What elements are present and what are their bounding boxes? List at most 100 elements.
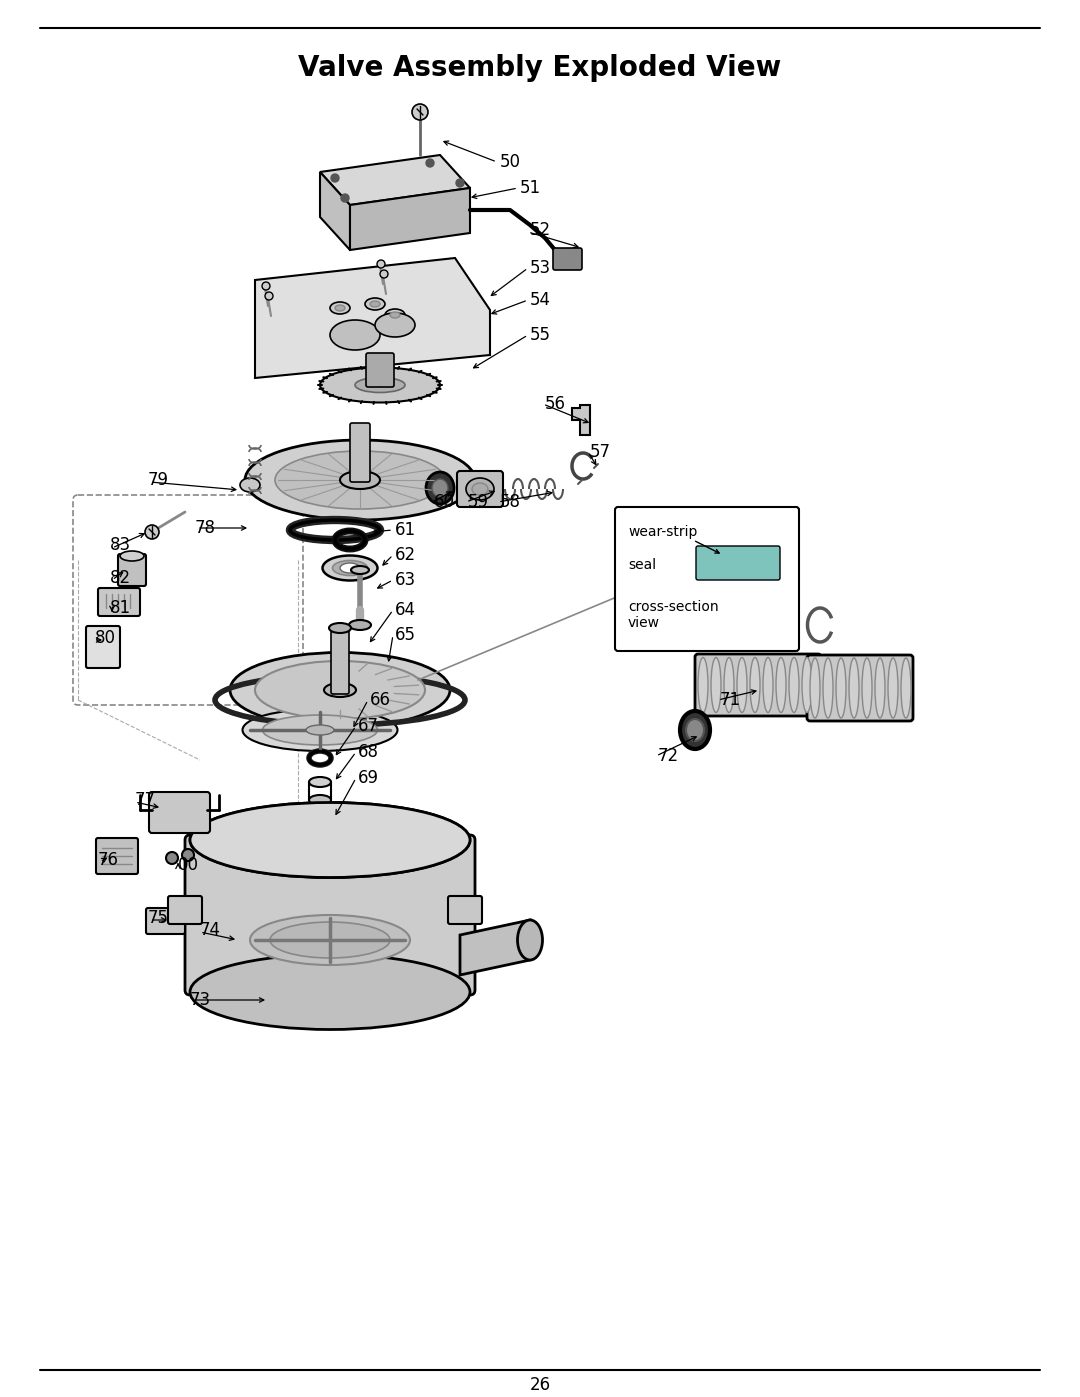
FancyBboxPatch shape (96, 838, 138, 875)
Ellipse shape (190, 954, 470, 1030)
Text: 26: 26 (529, 1376, 551, 1394)
Ellipse shape (849, 658, 859, 718)
Ellipse shape (823, 658, 833, 718)
Ellipse shape (351, 566, 369, 574)
Circle shape (262, 282, 270, 291)
Ellipse shape (472, 483, 488, 495)
FancyBboxPatch shape (457, 471, 503, 507)
FancyBboxPatch shape (553, 249, 582, 270)
Ellipse shape (680, 711, 710, 749)
Text: 54: 54 (530, 291, 551, 309)
Text: 68: 68 (357, 743, 379, 761)
FancyBboxPatch shape (350, 423, 370, 482)
Ellipse shape (335, 305, 345, 312)
Polygon shape (320, 172, 350, 250)
Ellipse shape (255, 661, 426, 719)
Text: 67: 67 (357, 717, 379, 735)
Ellipse shape (309, 795, 330, 805)
Ellipse shape (306, 725, 334, 735)
Text: 57: 57 (590, 443, 611, 461)
Text: 53: 53 (530, 258, 551, 277)
Text: 61: 61 (395, 521, 416, 539)
Text: 73: 73 (190, 990, 211, 1009)
FancyBboxPatch shape (615, 507, 799, 651)
Circle shape (456, 179, 464, 187)
Text: 60: 60 (434, 493, 455, 511)
Polygon shape (572, 405, 590, 434)
Ellipse shape (750, 658, 760, 712)
Circle shape (411, 103, 428, 120)
FancyBboxPatch shape (118, 555, 146, 585)
Circle shape (380, 270, 388, 278)
FancyBboxPatch shape (168, 895, 202, 923)
Circle shape (183, 849, 194, 861)
Ellipse shape (370, 300, 380, 307)
Ellipse shape (190, 802, 470, 877)
Circle shape (341, 194, 349, 203)
Circle shape (377, 260, 384, 268)
Text: 55: 55 (530, 326, 551, 344)
FancyBboxPatch shape (448, 895, 482, 923)
Ellipse shape (686, 719, 704, 740)
Ellipse shape (190, 802, 470, 877)
Ellipse shape (329, 623, 351, 633)
Ellipse shape (320, 367, 440, 402)
Ellipse shape (365, 298, 384, 310)
Ellipse shape (340, 563, 360, 573)
Ellipse shape (262, 715, 378, 745)
Ellipse shape (330, 302, 350, 314)
Circle shape (166, 852, 178, 863)
Ellipse shape (375, 313, 415, 337)
FancyBboxPatch shape (696, 546, 780, 580)
Ellipse shape (426, 472, 454, 504)
FancyBboxPatch shape (146, 908, 185, 935)
Ellipse shape (270, 922, 390, 958)
Ellipse shape (737, 658, 747, 712)
FancyBboxPatch shape (330, 629, 349, 694)
Ellipse shape (349, 620, 372, 630)
Ellipse shape (355, 377, 405, 393)
FancyBboxPatch shape (86, 626, 120, 668)
Polygon shape (350, 189, 470, 250)
Text: 76: 76 (98, 851, 119, 869)
Text: 58: 58 (500, 493, 521, 511)
FancyBboxPatch shape (696, 654, 821, 717)
FancyBboxPatch shape (98, 588, 140, 616)
Text: 75: 75 (148, 909, 168, 928)
Text: 81: 81 (110, 599, 131, 617)
FancyBboxPatch shape (149, 792, 210, 833)
Ellipse shape (465, 478, 494, 500)
Ellipse shape (724, 658, 734, 712)
Text: 50: 50 (500, 154, 521, 170)
Ellipse shape (324, 683, 356, 697)
Ellipse shape (333, 560, 367, 576)
Text: 71: 71 (720, 692, 741, 710)
Ellipse shape (249, 915, 410, 965)
Text: 64: 64 (395, 601, 416, 619)
Ellipse shape (875, 658, 885, 718)
Text: 69: 69 (357, 768, 379, 787)
Circle shape (265, 292, 273, 300)
Text: 00: 00 (178, 856, 199, 875)
Text: 78: 78 (195, 520, 216, 536)
Text: 79: 79 (148, 471, 168, 489)
Ellipse shape (243, 710, 397, 752)
Ellipse shape (384, 309, 405, 321)
Text: 74: 74 (200, 921, 221, 939)
Ellipse shape (390, 312, 400, 319)
Ellipse shape (711, 658, 721, 712)
Circle shape (330, 175, 339, 182)
Circle shape (426, 159, 434, 168)
Polygon shape (320, 155, 470, 205)
Text: 59: 59 (468, 493, 489, 511)
Ellipse shape (230, 652, 450, 728)
Text: 51: 51 (519, 179, 541, 197)
Text: 66: 66 (370, 692, 391, 710)
Ellipse shape (777, 658, 786, 712)
Ellipse shape (330, 320, 380, 351)
Text: 65: 65 (395, 626, 416, 644)
Ellipse shape (517, 921, 542, 960)
Ellipse shape (309, 777, 330, 787)
Text: 52: 52 (530, 221, 551, 239)
Text: wear-strip: wear-strip (627, 525, 698, 539)
